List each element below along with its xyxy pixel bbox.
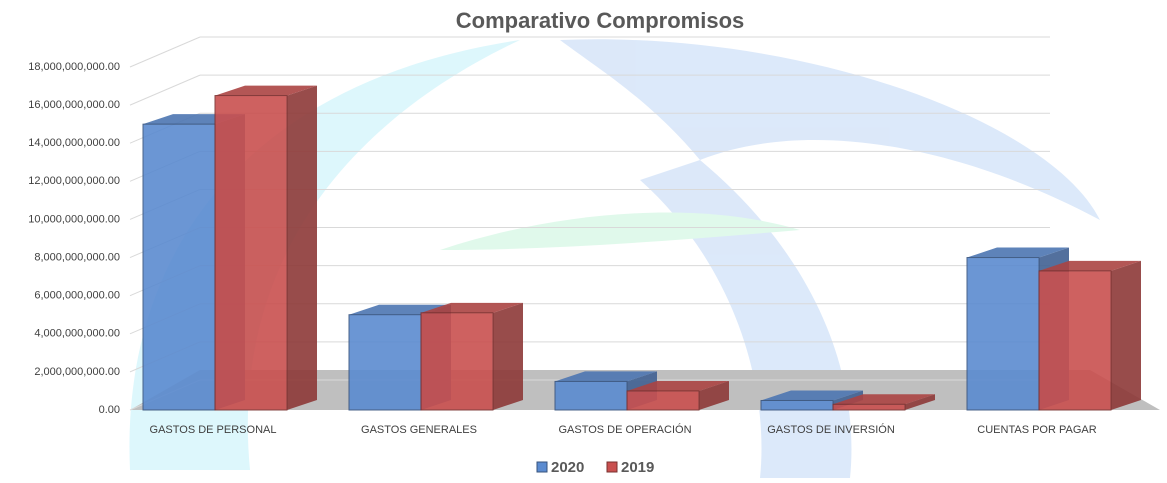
- legend-label: 2019: [621, 459, 654, 476]
- bar-top: [421, 302, 523, 313]
- x-tick-label: GASTOS DE PERSONAL: [150, 424, 277, 436]
- bar: [760, 399, 834, 411]
- grid-line: [129, 74, 201, 106]
- legend-label: 2020: [551, 459, 584, 476]
- y-tick-label: 4,000,000,000.00: [34, 328, 120, 340]
- legend-swatch: [606, 461, 618, 473]
- y-tick-label: 16,000,000,000.00: [28, 99, 120, 111]
- bar-top: [215, 85, 317, 96]
- y-tick-label: 10,000,000,000.00: [28, 213, 120, 225]
- legend-swatch: [536, 461, 548, 473]
- bar-side: [493, 302, 523, 410]
- bar: [420, 312, 494, 411]
- y-tick-label: 8,000,000,000.00: [34, 251, 120, 263]
- x-tick-label: GASTOS GENERALES: [361, 424, 477, 436]
- bar-top: [627, 380, 729, 391]
- y-tick-label: 0.00: [99, 404, 120, 416]
- y-tick-label: 6,000,000,000.00: [34, 290, 120, 302]
- bar: [832, 403, 906, 411]
- bar: [1038, 270, 1112, 411]
- grid-line: [129, 36, 201, 68]
- bar: [966, 257, 1040, 411]
- bar-side: [905, 394, 935, 410]
- bar-top: [833, 394, 935, 405]
- bar-side: [287, 85, 317, 410]
- y-tick-label: 2,000,000,000.00: [34, 366, 120, 378]
- bar: [214, 95, 288, 411]
- bar: [554, 380, 628, 411]
- x-tick-label: GASTOS DE OPERACIÓN: [558, 423, 691, 436]
- bar-top: [1039, 260, 1141, 271]
- bar-top: [967, 247, 1069, 258]
- legend: 2020 2019: [536, 459, 654, 476]
- bar-top: [555, 371, 657, 382]
- y-tick-label: 12,000,000,000.00: [28, 175, 120, 187]
- y-tick-label: 14,000,000,000.00: [28, 137, 120, 149]
- x-tick-label: CUENTAS POR PAGAR: [977, 424, 1096, 436]
- x-tick-label: GASTOS DE INVERSIÓN: [767, 423, 895, 436]
- bar: [142, 123, 216, 411]
- bar-side: [699, 380, 729, 410]
- bar: [626, 390, 700, 411]
- bar: [348, 314, 422, 411]
- bar-top: [761, 390, 863, 401]
- y-tick-label: 18,000,000,000.00: [28, 61, 120, 73]
- chart-title: Comparativo Compromisos: [456, 8, 745, 33]
- bar-side: [1111, 260, 1141, 410]
